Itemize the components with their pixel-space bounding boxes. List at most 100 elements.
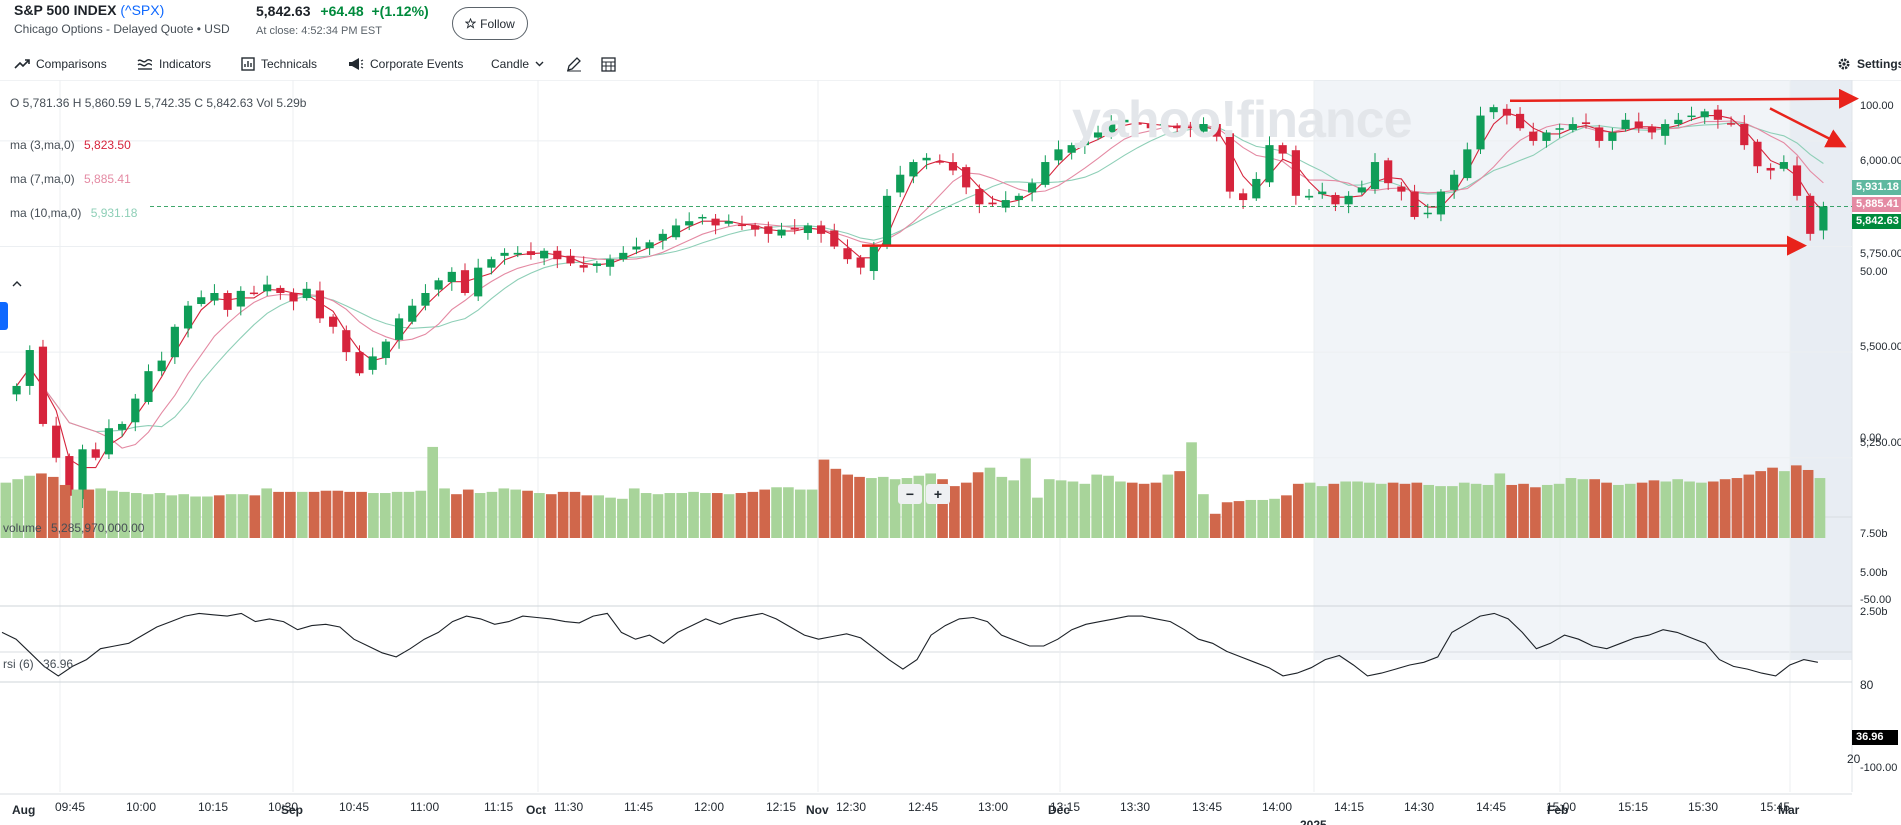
volume-bar	[1684, 481, 1695, 538]
x-tick-label: 15:45	[1760, 800, 1791, 814]
volume-bar	[1269, 498, 1280, 538]
rsi-legend[interactable]: rsi (6) 36.96	[3, 657, 73, 671]
ma3-label: ma (3,ma,0)	[10, 138, 75, 152]
chart-type-select[interactable]: Candle	[491, 50, 544, 78]
x-month-label: Mar	[1778, 803, 1800, 817]
volume-bar	[996, 476, 1008, 538]
corporate-events-button[interactable]: Corporate Events	[348, 50, 463, 78]
zoom-out-button[interactable]: −	[898, 484, 922, 504]
volume-bar	[1162, 474, 1174, 538]
x-month-label: Sep	[281, 803, 304, 817]
candle-body	[685, 221, 694, 226]
volume-bar	[12, 479, 24, 538]
quote-header: S&P 500 INDEX (^SPX) Chicago Options - D…	[0, 0, 1901, 48]
volume-bar	[818, 459, 830, 538]
volume-bar	[652, 494, 664, 538]
candle-body	[566, 255, 575, 264]
chart-type-label: Candle	[491, 57, 530, 71]
volume-bar	[344, 491, 356, 538]
volume-bar	[1257, 499, 1269, 538]
volume-legend[interactable]: volume 5,285,970,000.00	[3, 521, 144, 535]
comparisons-button[interactable]: Comparisons	[14, 50, 107, 78]
volume-bar	[1364, 482, 1375, 538]
x-month-label: Dec	[1048, 803, 1071, 817]
candle-body	[1740, 124, 1749, 146]
chart-area[interactable]: yahoo!finance O 5,781.36 H 5,860.59 L 5,…	[0, 80, 1901, 825]
follow-button[interactable]: Follow	[452, 7, 528, 40]
volume-bar	[1316, 486, 1328, 538]
ma3-legend[interactable]: ma (3,ma,0) 5,823.50	[10, 138, 131, 152]
x-month-label: Aug	[12, 803, 36, 817]
candle-body	[394, 318, 404, 340]
y-tick-price: 5,750.00	[1860, 248, 1901, 260]
ma7-label: ma (7,ma,0)	[10, 172, 75, 186]
candle-body	[474, 267, 483, 297]
comparisons-label: Comparisons	[36, 57, 107, 71]
y-tick-volume: 7.50b	[1860, 528, 1888, 540]
ma10-legend[interactable]: ma (10,ma,0) 5,931.18	[10, 206, 137, 220]
candle-body	[896, 174, 905, 193]
candle-body	[289, 293, 298, 302]
volume-bar	[249, 495, 261, 538]
x-tick-label: 12:30	[836, 800, 867, 814]
volume-bar	[949, 486, 960, 538]
volume-bar	[107, 490, 118, 538]
volume-bar	[735, 493, 747, 538]
candle-body	[1041, 162, 1050, 185]
y-tick-price: 50.00	[1860, 266, 1888, 278]
volume-bar	[1198, 494, 1209, 538]
candle-body	[1792, 165, 1802, 196]
technicals-button[interactable]: Technicals	[241, 50, 317, 78]
x-tick-label: 11:15	[484, 800, 514, 814]
table-view-button[interactable]	[601, 50, 616, 78]
candle-body	[1014, 195, 1024, 201]
draw-button[interactable]	[566, 50, 582, 78]
volume-bar	[866, 478, 877, 538]
candle-body	[553, 250, 562, 260]
volume-bar	[605, 497, 616, 538]
volume-bar	[1636, 482, 1648, 538]
volume-bar	[1399, 483, 1411, 538]
volume-bar	[1707, 481, 1719, 538]
settings-button[interactable]: Settings	[1837, 50, 1901, 78]
volume-bar	[1138, 483, 1150, 538]
candle-body	[1661, 124, 1670, 136]
candle-body	[1344, 195, 1353, 205]
candle-body	[1093, 132, 1103, 138]
candle-body	[1568, 124, 1577, 130]
volume-bar	[830, 468, 842, 538]
y-tick-price: 0.00	[1860, 432, 1882, 444]
x-tick-label: 13:45	[1192, 800, 1223, 814]
candle-body	[975, 189, 984, 205]
candle-body	[1370, 162, 1380, 190]
y-tick-price: 5,500.00	[1860, 341, 1901, 353]
candle-body	[1726, 123, 1736, 125]
volume-bar	[1304, 482, 1316, 538]
volume-bar	[59, 484, 71, 538]
volume-bar	[1103, 475, 1114, 538]
candle-body	[1199, 124, 1208, 132]
volume-bar	[1482, 484, 1494, 538]
volume-bar	[557, 491, 569, 538]
candle-body	[1318, 191, 1327, 195]
collapse-legend-button[interactable]	[12, 276, 22, 290]
zoom-in-button[interactable]: +	[926, 484, 950, 504]
megaphone-icon	[349, 58, 364, 70]
rsi-value: 36.96	[43, 657, 74, 671]
x-tick-label: 12:00	[694, 800, 725, 814]
candle-body	[408, 305, 417, 322]
y-tick-volume: 5.00b	[1860, 567, 1888, 579]
candle-body	[803, 225, 812, 234]
volume-bar	[83, 489, 95, 538]
candle-body	[434, 280, 443, 290]
candle-body	[1595, 127, 1604, 141]
corporate-events-label: Corporate Events	[370, 57, 464, 71]
side-panel-toggle[interactable]	[0, 302, 8, 330]
volume-bar	[545, 494, 557, 538]
index-symbol[interactable]: (^SPX)	[120, 2, 165, 18]
indicators-button[interactable]: Indicators	[137, 50, 211, 78]
ma7-legend[interactable]: ma (7,ma,0) 5,885.41	[10, 172, 131, 186]
chart-canvas[interactable]	[0, 80, 1901, 825]
y-tick-rsi: 80	[1860, 678, 1874, 692]
candle-body	[1463, 149, 1472, 179]
